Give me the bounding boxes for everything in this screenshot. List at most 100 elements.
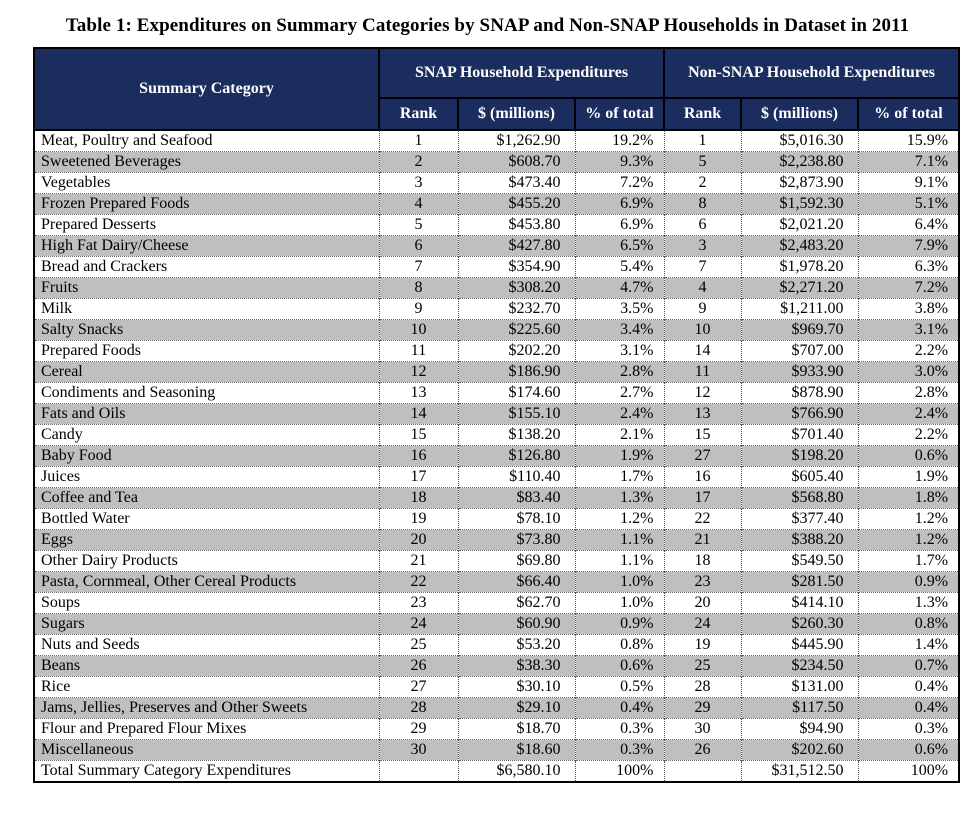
cell-category: Candy — [34, 424, 379, 446]
cell-snap-pct: 0.3% — [574, 739, 664, 761]
cell-category: Flour and Prepared Flour Mixes — [34, 718, 379, 740]
total-row: Total Summary Category Expenditures $6,58… — [34, 760, 960, 782]
cell-nonsnap-millions: $605.40 — [740, 466, 858, 488]
cell-snap-millions: $30.10 — [457, 676, 575, 698]
cell-snap-pct: 3.1% — [574, 340, 664, 362]
cell-snap-millions: $83.40 — [457, 487, 575, 509]
cell-nonsnap-pct: 1.2% — [857, 508, 960, 530]
cell-snap-millions: $38.30 — [457, 655, 575, 677]
cell-nonsnap-pct: 5.1% — [857, 193, 960, 215]
cell-snap-rank: 25 — [378, 634, 458, 656]
cell-nonsnap-millions: $2,873.90 — [740, 172, 858, 194]
cell-nonsnap-millions: $281.50 — [740, 571, 858, 593]
cell-nonsnap-pct: 15.9% — [857, 129, 960, 152]
cell-nonsnap-millions: $766.90 — [740, 403, 858, 425]
cell-snap-pct: 0.8% — [574, 634, 664, 656]
table-row: Bread and Crackers 7 $354.90 5.4% 7 $1,978.20… — [34, 256, 960, 278]
cell-nonsnap-millions: $234.50 — [740, 655, 858, 677]
cell-category: Coffee and Tea — [34, 487, 379, 509]
cell-snap-millions: $225.60 — [457, 319, 575, 341]
cell-nonsnap-pct: 0.3% — [857, 718, 960, 740]
cell-nonsnap-pct: 2.2% — [857, 424, 960, 446]
cell-nonsnap-pct: 1.9% — [857, 466, 960, 488]
table-row: Prepared Desserts 5 $453.80 6.9% 6 $2,021.20 6… — [34, 214, 960, 236]
cell-nonsnap-pct: 3.8% — [857, 298, 960, 320]
cell-snap-rank: 14 — [378, 403, 458, 425]
cell-nonsnap-rank: 25 — [663, 655, 741, 677]
cell-snap-pct: 9.3% — [574, 151, 664, 173]
cell-nonsnap-pct: 9.1% — [857, 172, 960, 194]
cell-snap-millions: $18.70 — [457, 718, 575, 740]
cell-snap-rank: 30 — [378, 739, 458, 761]
cell-category: Baby Food — [34, 445, 379, 467]
cell-snap-rank: 10 — [378, 319, 458, 341]
cell-snap-rank: 21 — [378, 550, 458, 572]
cell-snap-pct: 6.9% — [574, 214, 664, 236]
cell-category: High Fat Dairy/Cheese — [34, 235, 379, 257]
cell-nonsnap-rank — [663, 760, 741, 782]
cell-snap-millions: $608.70 — [457, 151, 575, 173]
cell-category: Salty Snacks — [34, 319, 379, 341]
cell-nonsnap-millions: $707.00 — [740, 340, 858, 362]
cell-nonsnap-millions: $5,016.30 — [740, 129, 858, 152]
cell-category: Rice — [34, 676, 379, 698]
cell-snap-pct: 1.3% — [574, 487, 664, 509]
cell-category: Juices — [34, 466, 379, 488]
cell-snap-pct: 6.9% — [574, 193, 664, 215]
cell-nonsnap-rank: 21 — [663, 529, 741, 551]
cell-category: Nuts and Seeds — [34, 634, 379, 656]
cell-snap-rank: 1 — [378, 129, 458, 152]
cell-snap-millions: $126.80 — [457, 445, 575, 467]
cell-snap-millions: $62.70 — [457, 592, 575, 614]
cell-nonsnap-rank: 4 — [663, 277, 741, 299]
table-row: Prepared Foods 11 $202.20 3.1% 14 $707.00 2.2% — [34, 340, 960, 362]
cell-nonsnap-rank: 16 — [663, 466, 741, 488]
cell-category: Meat, Poultry and Seafood — [34, 129, 379, 152]
cell-nonsnap-pct: 0.4% — [857, 676, 960, 698]
table-row: Milk 9 $232.70 3.5% 9 $1,211.00 3.8% — [34, 298, 960, 320]
cell-snap-rank: 26 — [378, 655, 458, 677]
table-row: Coffee and Tea 18 $83.40 1.3% 17 $568.80 1.8% — [34, 487, 960, 509]
cell-snap-millions: $110.40 — [457, 466, 575, 488]
cell-nonsnap-pct: 2.2% — [857, 340, 960, 362]
cell-category: Soups — [34, 592, 379, 614]
cell-snap-pct: 2.4% — [574, 403, 664, 425]
cell-snap-pct: 3.5% — [574, 298, 664, 320]
cell-nonsnap-rank: 9 — [663, 298, 741, 320]
cell-nonsnap-millions: $1,978.20 — [740, 256, 858, 278]
cell-nonsnap-rank: 13 — [663, 403, 741, 425]
cell-nonsnap-rank: 18 — [663, 550, 741, 572]
cell-category: Milk — [34, 298, 379, 320]
cell-snap-pct: 4.7% — [574, 277, 664, 299]
cell-snap-millions: $69.80 — [457, 550, 575, 572]
cell-snap-rank: 18 — [378, 487, 458, 509]
cell-snap-pct: 1.0% — [574, 571, 664, 593]
table-row: Jams, Jellies, Preserves and Other Sweet… — [34, 697, 960, 719]
cell-category: Bread and Crackers — [34, 256, 379, 278]
cell-category: Pasta, Cornmeal, Other Cereal Products — [34, 571, 379, 593]
table-row: High Fat Dairy/Cheese 6 $427.80 6.5% 3 $2,483… — [34, 235, 960, 257]
cell-snap-pct: 19.2% — [574, 129, 664, 152]
table-row: Eggs 20 $73.80 1.1% 21 $388.20 1.2% — [34, 529, 960, 551]
header-snap-millions: $ (millions) — [457, 97, 576, 131]
table-row: Frozen Prepared Foods 4 $455.20 6.9% 8 $1,592… — [34, 193, 960, 215]
cell-nonsnap-millions: $2,021.20 — [740, 214, 858, 236]
header-summary-category: Summary Category — [33, 47, 380, 131]
cell-snap-millions: $66.40 — [457, 571, 575, 593]
cell-snap-rank: 5 — [378, 214, 458, 236]
cell-nonsnap-rank: 5 — [663, 151, 741, 173]
cell-nonsnap-pct: 100% — [857, 760, 960, 782]
cell-nonsnap-rank: 27 — [663, 445, 741, 467]
cell-snap-rank: 23 — [378, 592, 458, 614]
cell-nonsnap-rank: 20 — [663, 592, 741, 614]
cell-nonsnap-millions: $1,211.00 — [740, 298, 858, 320]
header-snap-group: SNAP Household Expenditures — [378, 47, 665, 99]
cell-snap-millions: $60.90 — [457, 613, 575, 635]
cell-snap-pct: 1.0% — [574, 592, 664, 614]
cell-snap-millions: $155.10 — [457, 403, 575, 425]
cell-snap-millions: $174.60 — [457, 382, 575, 404]
cell-nonsnap-millions: $117.50 — [740, 697, 858, 719]
cell-nonsnap-pct: 0.7% — [857, 655, 960, 677]
cell-nonsnap-pct: 1.2% — [857, 529, 960, 551]
table-row: Fruits 8 $308.20 4.7% 4 $2,271.20 7.2% — [34, 277, 960, 299]
